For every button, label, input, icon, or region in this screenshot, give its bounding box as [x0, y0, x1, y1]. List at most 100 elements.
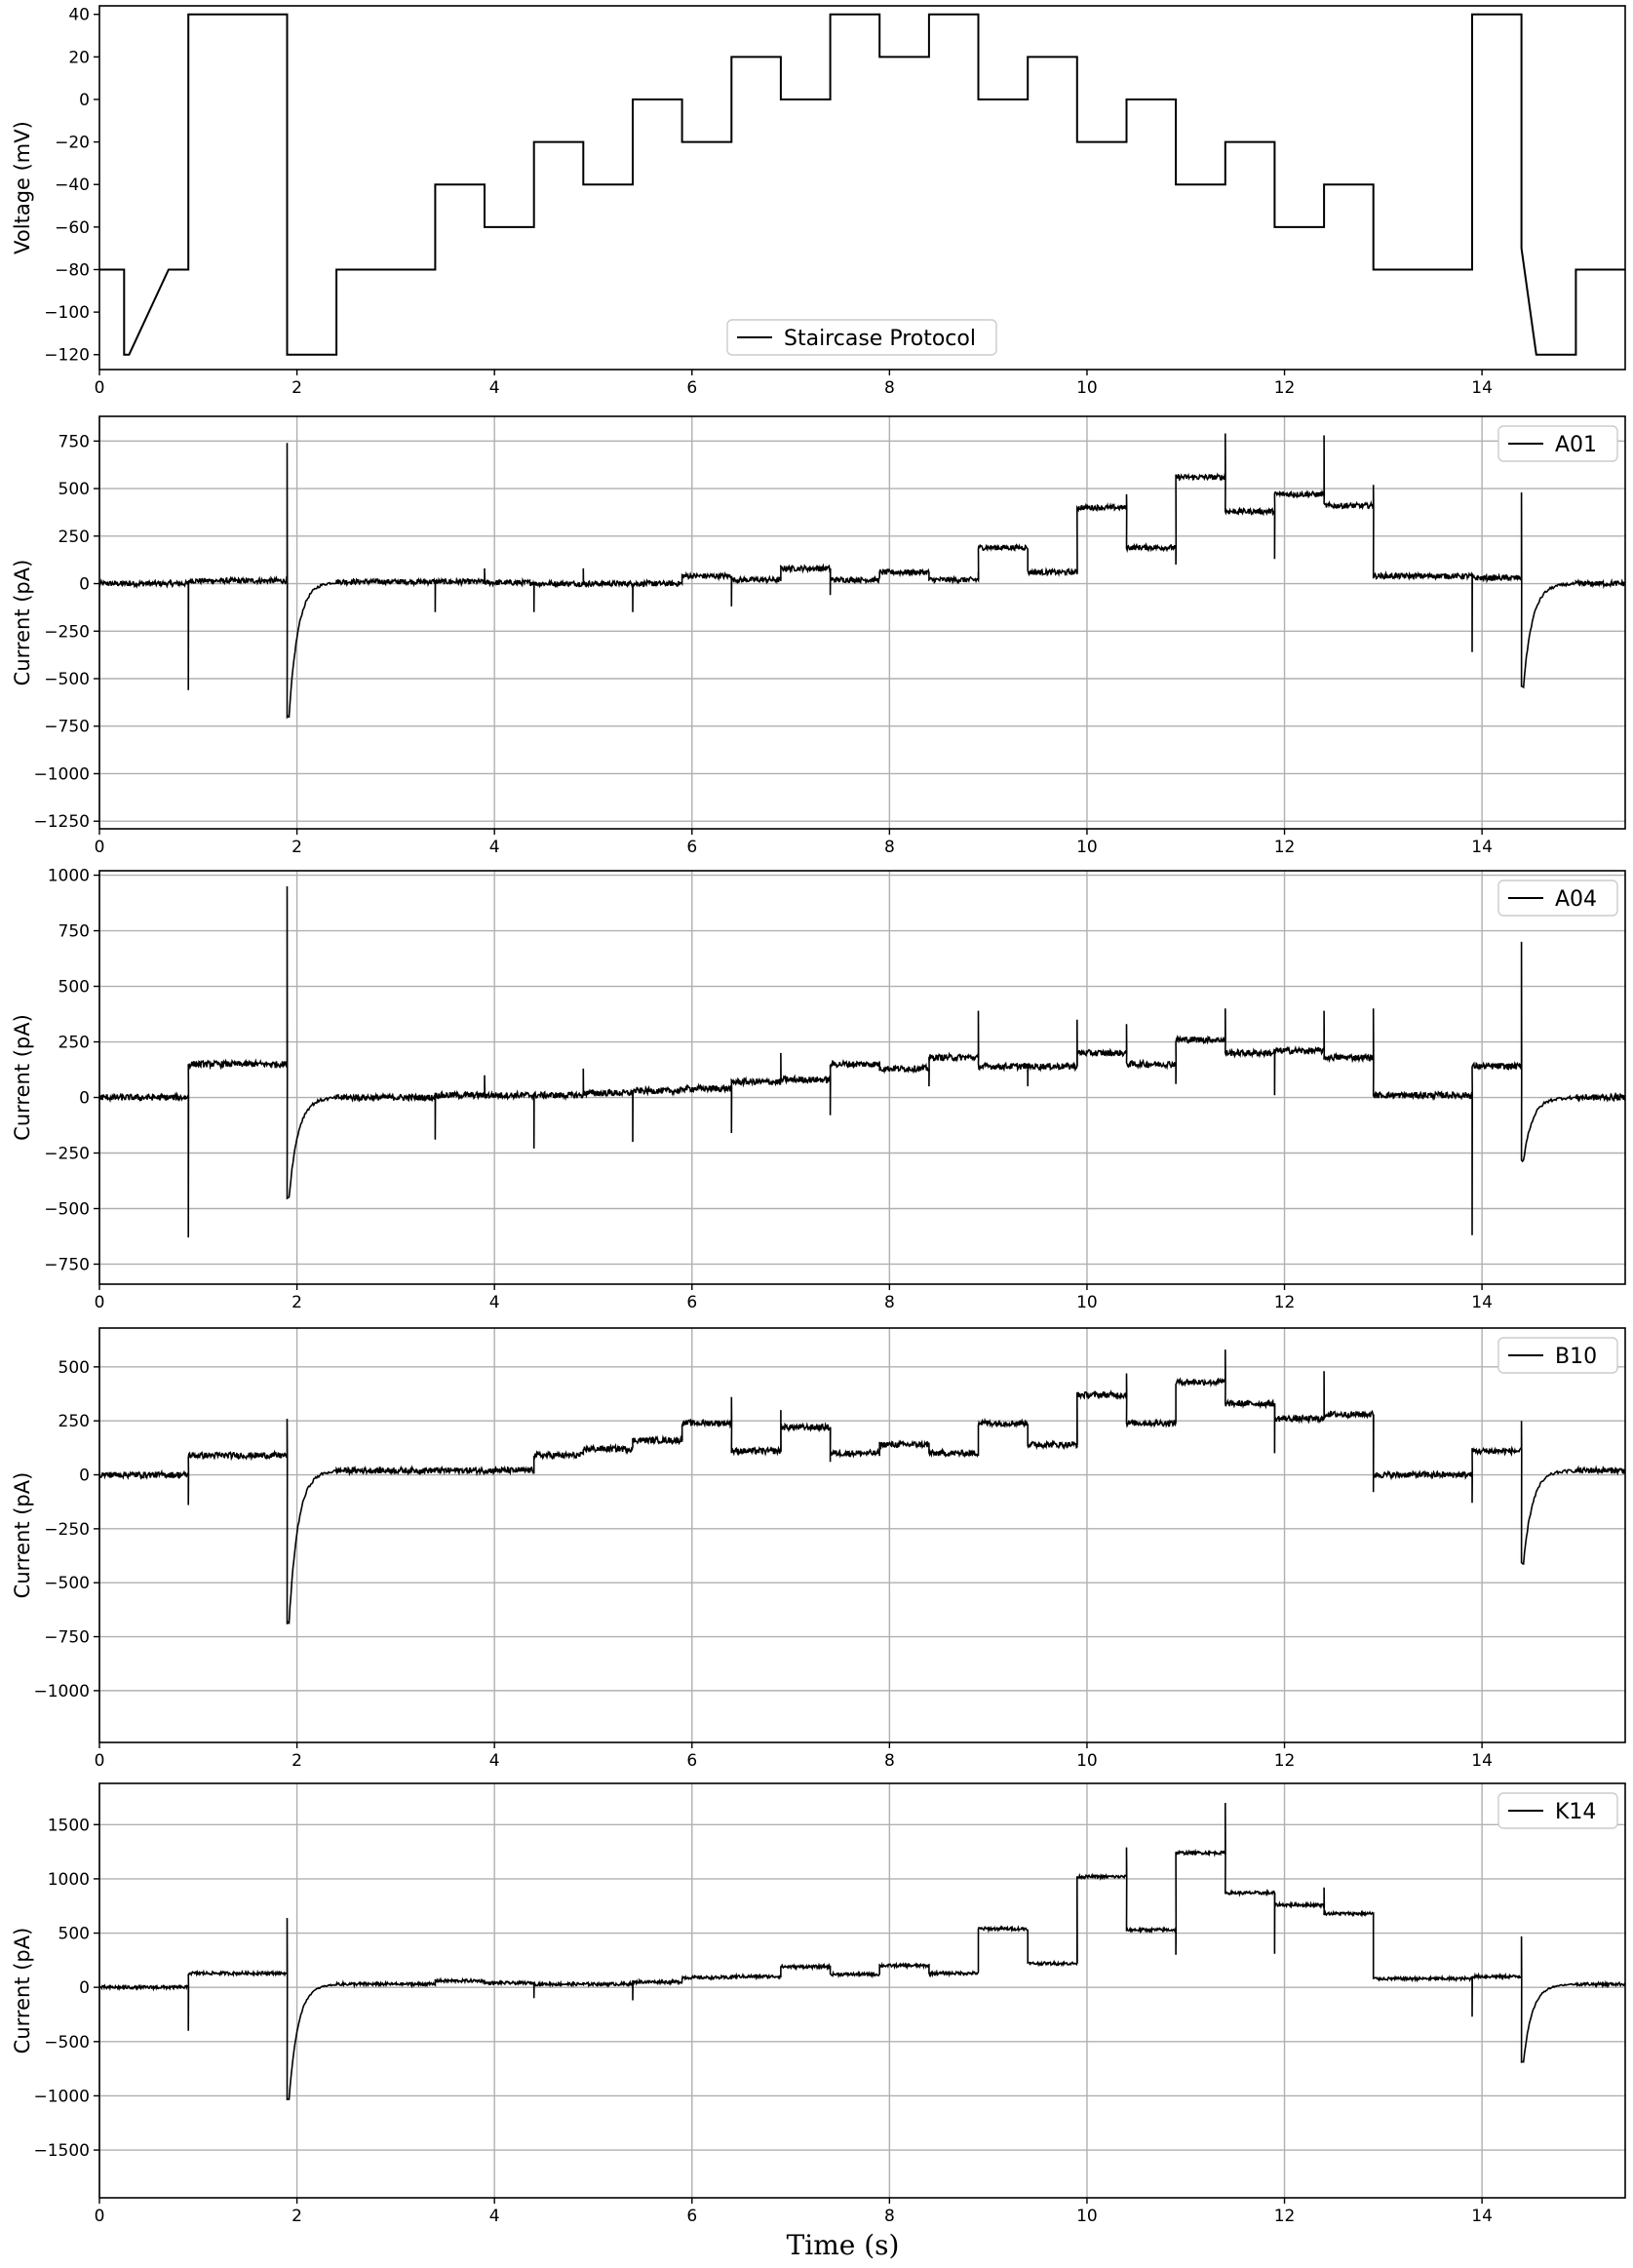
- x-tick-label: 8: [884, 2207, 895, 2226]
- y-tick-label: −120: [44, 346, 90, 366]
- y-tick-label: 250: [58, 528, 90, 547]
- y-tick-label: 1000: [48, 1870, 90, 1890]
- panels: 0 2 4 6 8 10 12 14−120−100−80−60−40−2002040Volt…: [11, 5, 1626, 2261]
- y-tick-label: 0: [79, 575, 90, 595]
- y-tick-label: −100: [44, 303, 90, 323]
- y-tick-label: −250: [44, 1145, 90, 1164]
- x-tick-label: 12: [1274, 378, 1296, 398]
- x-tick-label: 2: [292, 838, 302, 857]
- x-tick-label: 14: [1471, 1293, 1493, 1312]
- x-tick-label: 0: [95, 1751, 105, 1771]
- y-tick-label: 1000: [48, 867, 90, 886]
- y-tick-label: 1500: [48, 1816, 90, 1835]
- legend-label: K14: [1555, 1800, 1596, 1824]
- x-tick-label: 6: [686, 378, 697, 398]
- y-tick-label: 750: [58, 432, 90, 451]
- axes-frame: [98, 415, 1626, 830]
- y-axis-label: Current (pA): [11, 1472, 34, 1599]
- series-line-a04: [99, 885, 1625, 1238]
- x-tick-label: 0: [95, 2207, 105, 2226]
- y-tick-label: −500: [44, 1574, 90, 1593]
- y-axis-label: Voltage (mV): [11, 121, 34, 254]
- x-tick-label: 10: [1076, 1751, 1098, 1771]
- legend-box: [1497, 1792, 1618, 1829]
- legend-box: [1497, 425, 1618, 462]
- y-tick-label: −1000: [33, 2087, 90, 2106]
- y-tick-label: −500: [44, 2033, 90, 2053]
- legend: Staircase Protocol: [726, 319, 997, 356]
- y-tick-label: 750: [58, 922, 90, 942]
- series-line-staircase-protocol: [99, 13, 1625, 356]
- x-tick-label: 12: [1274, 1293, 1296, 1312]
- x-tick-label: 12: [1274, 1751, 1296, 1771]
- chart-panel-5: 0 2 4 6 8 10 12 14 −1500 −1000 −500 0 500 1000 1500 Cur…: [11, 1782, 1626, 2261]
- y-tick-label: 0: [79, 1089, 90, 1109]
- legend: A04: [1497, 880, 1618, 917]
- series-line-k14: [99, 1802, 1625, 2101]
- axes-frame: [98, 1327, 1626, 1743]
- x-tick-label: 2: [292, 1751, 302, 1771]
- x-tick-label: 6: [686, 1293, 697, 1312]
- y-tick-label: −40: [55, 176, 90, 195]
- y-tick-label: 500: [58, 1925, 90, 1944]
- x-tick-label: 8: [884, 378, 895, 398]
- axes-frame: [98, 5, 1626, 371]
- x-tick-label: 10: [1076, 378, 1098, 398]
- x-tick-label: 4: [489, 838, 500, 857]
- x-tick-label: 12: [1274, 2207, 1296, 2226]
- y-tick-label: −750: [44, 718, 90, 737]
- x-tick-label: 0: [95, 378, 105, 398]
- legend-box: [1497, 880, 1618, 917]
- x-tick-label: 10: [1076, 838, 1098, 857]
- chart-panel-3: 0 2 4 6 8 10 12 14 −750 −500 −250 0 250 500 750 1000 Cur…: [11, 867, 1626, 1312]
- axes-frame: [98, 1782, 1626, 2199]
- x-tick-label: 6: [686, 2207, 697, 2226]
- series-line-a01: [99, 433, 1625, 720]
- legend-label: Staircase Protocol: [784, 327, 976, 351]
- x-tick-label: 4: [489, 2207, 500, 2226]
- legend: K14: [1497, 1792, 1618, 1829]
- x-tick-label: 8: [884, 1751, 895, 1771]
- x-axis-label: Time (s): [787, 2229, 900, 2261]
- x-tick-label: 6: [686, 1751, 697, 1771]
- y-tick-label: −250: [44, 622, 90, 642]
- legend-label: B10: [1555, 1345, 1597, 1369]
- x-tick-label: 14: [1471, 2207, 1493, 2226]
- y-tick-label: 500: [58, 480, 90, 499]
- legend: B10: [1497, 1337, 1618, 1374]
- y-tick-label: −500: [44, 670, 90, 689]
- chart-panel-4: 0 2 4 6 8 10 12 14 −1000 −750 −500 −250 0 250 500 Curre…: [11, 1327, 1626, 1771]
- x-tick-label: 14: [1471, 378, 1493, 398]
- legend-label: A01: [1555, 433, 1597, 457]
- y-tick-label: 500: [58, 1358, 90, 1378]
- x-tick-label: 2: [292, 2207, 302, 2226]
- y-tick-label: −250: [44, 1520, 90, 1540]
- x-tick-label: 14: [1471, 1751, 1493, 1771]
- x-tick-label: 0: [95, 1293, 105, 1312]
- legend-label: A04: [1555, 887, 1597, 912]
- y-axis-label: Current (pA): [11, 560, 34, 686]
- x-tick-label: 2: [292, 1293, 302, 1312]
- y-tick-label: 500: [58, 978, 90, 997]
- x-tick-label: 2: [292, 378, 302, 398]
- y-tick-label: −60: [55, 218, 90, 238]
- x-tick-label: 8: [884, 838, 895, 857]
- y-tick-label: −500: [44, 1199, 90, 1219]
- series-line-b10: [99, 1349, 1625, 1624]
- y-tick-label: −1000: [33, 1682, 90, 1701]
- chart-panel-1: 0 2 4 6 8 10 12 14 −120 −100 −80 −60 −40 −20 0 20 40 Volt…: [11, 5, 1626, 398]
- y-tick-label: −750: [44, 1628, 90, 1648]
- y-tick-label: −1500: [33, 2141, 90, 2161]
- x-tick-label: 10: [1076, 1293, 1098, 1312]
- y-tick-label: 20: [68, 48, 90, 67]
- chart-panel-2: 0 2 4 6 8 10 12 14 −1250 −1000 −750 −500 −250 0 250 500…: [11, 415, 1626, 857]
- legend-box: [1497, 1337, 1618, 1374]
- x-tick-label: 4: [489, 378, 500, 398]
- axes-frame: [98, 870, 1626, 1285]
- y-tick-label: −750: [44, 1255, 90, 1274]
- x-tick-label: 8: [884, 1293, 895, 1312]
- y-tick-label: 250: [58, 1412, 90, 1431]
- y-tick-label: 0: [79, 1978, 90, 1998]
- x-tick-label: 0: [95, 838, 105, 857]
